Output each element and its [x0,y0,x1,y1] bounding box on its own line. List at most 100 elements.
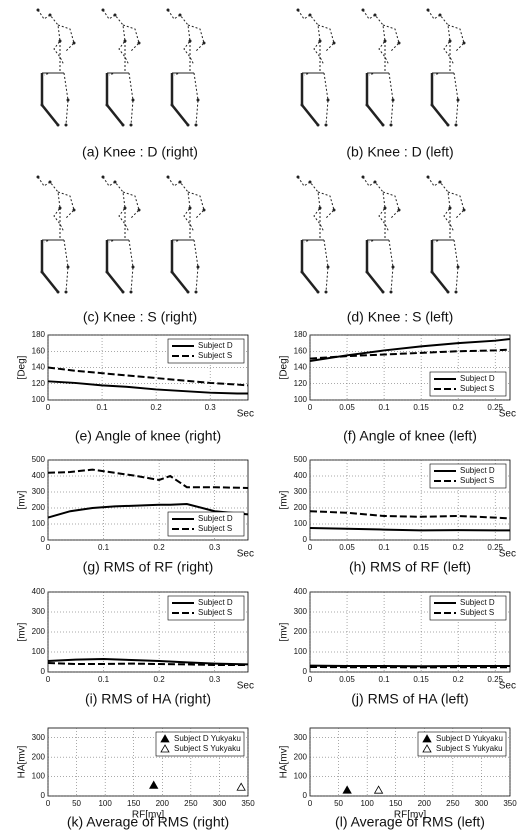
marker [236,782,246,791]
legend-label: Subject D [198,598,233,607]
y-tick-label: 140 [32,363,46,372]
y-tick-label: 300 [32,733,46,742]
y-axis-label: [mv] [17,490,28,509]
x-tick-label: 0.2 [453,675,465,684]
chart: 0 100 200 300 400 500 0 0.1 0.2 0.3 [mv] Sec (g) RMS… [17,455,254,575]
chart: 0 100 200 300 400 500 0 0.05 0.1 0.15 0.2 0.25 [mv] S… [279,455,516,575]
stick-figure [295,7,337,128]
line [47,662,248,666]
y-tick-label: 500 [32,455,46,464]
x-tick-label: 0.2 [154,675,166,684]
stick-figure [360,7,402,128]
legend-label: Subject D [198,341,233,350]
y-tick-label: 200 [294,503,308,512]
legend-box [155,731,245,757]
x-tick-label: 350 [241,799,255,808]
x-tick-label: 50 [334,799,343,808]
x-tick-label: 0.15 [413,403,429,412]
stick-figure [360,174,402,295]
y-tick-label: 160 [32,346,46,355]
x-axis-label: RF[mv] [132,810,164,821]
legend-label: Subject S [198,608,232,617]
x-axis-label: Sec [237,681,254,692]
x-axis-label: Sec [499,681,516,692]
line [47,502,249,519]
y-tick-label: 300 [294,607,308,616]
y-tick-label: 400 [294,587,308,596]
panel-caption: (b) Knee : D (left) [346,144,453,160]
y-tick-label: 200 [32,627,46,636]
y-tick-label: 300 [32,487,46,496]
y-tick-label: 0 [303,791,308,800]
stick-figure [35,174,77,295]
stick-figure [165,174,207,295]
legend-box [429,371,507,397]
legend-label: Subject D [460,598,495,607]
x-tick-label: 350 [503,799,517,808]
legend-box [167,338,245,364]
chart-caption: (k) Average of RMS (right) [67,814,229,830]
stick-figure [35,7,77,128]
y-tick-label: 200 [32,503,46,512]
x-axis-label: Sec [237,549,254,560]
legend-swatch [160,734,170,743]
y-tick-label: 200 [294,752,308,761]
y-tick-label: 0 [303,535,308,544]
y-axis-label: [Deg] [279,355,290,379]
y-axis-label: HA[mv] [17,745,28,778]
x-tick-label: 0.1 [379,543,391,552]
legend-label: Subject S [460,476,494,485]
y-tick-label: 0 [41,791,46,800]
chart: 100 120 140 160 180 0 0.1 0.2 0.3 [Deg] Sec (e) Ang… [17,330,254,444]
line [47,380,248,395]
marker [373,785,384,794]
y-tick-label: 100 [294,772,308,781]
chart-caption: (e) Angle of knee (right) [75,428,221,444]
y-tick-label: 300 [294,487,308,496]
legend-label: Subject S [460,384,494,393]
y-tick-label: 400 [32,587,46,596]
legend-swatch [422,744,432,753]
chart: 0 100 200 300 0 50 100 150 200 250 300 350 HA[mv] RF[… [17,727,255,830]
chart: 0 100 200 300 400 0 0.05 0.1 0.15 0.2 0.25 [mv] Sec (… [279,587,516,707]
x-tick-label: 150 [389,799,403,808]
y-tick-label: 200 [32,752,46,761]
y-tick-label: 300 [32,607,46,616]
x-tick-label: 0 [46,799,51,808]
x-tick-label: 0.1 [379,403,391,412]
x-tick-label: 0.3 [209,543,221,552]
y-tick-label: 500 [294,455,308,464]
x-tick-label: 250 [184,799,198,808]
y-axis-label: [mv] [279,622,290,641]
x-tick-label: 100 [360,799,374,808]
x-tick-label: 0.05 [339,675,355,684]
y-tick-label: 120 [32,379,46,388]
marker [342,785,352,794]
y-tick-label: 100 [32,395,46,404]
chart: 0 100 200 300 0 50 100 150 200 250 300 350 HA[mv] RF[… [279,727,517,830]
y-axis-label: [mv] [279,490,290,509]
legend-label: Subject S [198,524,232,533]
line [47,468,249,489]
x-tick-label: 0.25 [487,403,503,412]
y-axis-label: [Deg] [17,355,28,379]
legend-box [167,511,245,537]
y-tick-label: 200 [294,627,308,636]
x-tick-label: 300 [213,799,227,808]
legend-label: Subject S [460,608,494,617]
y-tick-label: 180 [294,330,308,339]
y-tick-label: 100 [32,772,46,781]
x-axis-label: Sec [499,549,516,560]
y-tick-label: 100 [294,395,308,404]
legend-swatch [422,734,432,743]
line [309,338,511,362]
x-tick-label: 0.2 [154,543,166,552]
x-tick-label: 0.15 [413,675,429,684]
panel-caption: (c) Knee : S (right) [83,309,197,325]
legend-label: Subject D [460,374,495,383]
stick-figure [295,174,337,295]
line [309,527,510,532]
x-tick-label: 0.1 [96,403,108,412]
